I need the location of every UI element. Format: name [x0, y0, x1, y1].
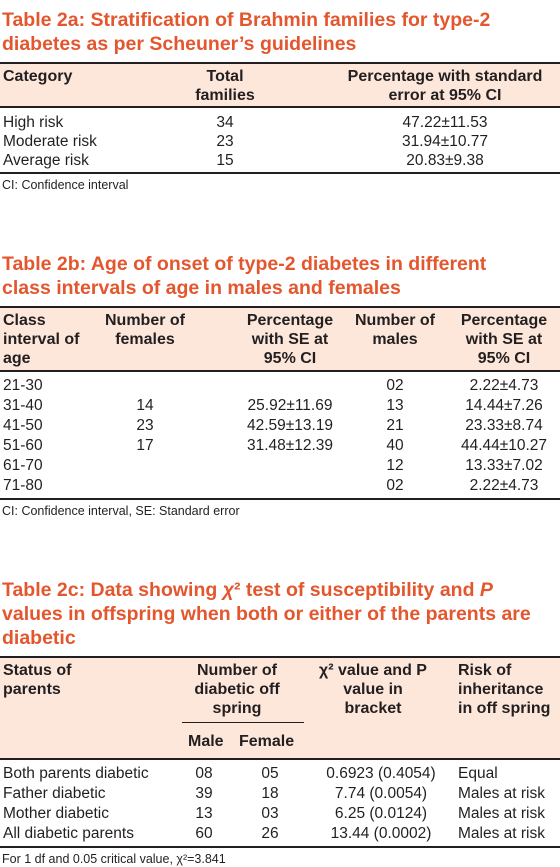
cell-class-interval: 41-50	[3, 417, 43, 434]
cell-chi-value: 13.44 (0.0002)	[330, 825, 432, 842]
header-percentage-males: Percentage with SE at 95% CI	[460, 312, 548, 367]
table-2a-footnote: CI: Confidence interval	[2, 178, 129, 192]
table-row: Father diabetic 39 18 7.74 (0.0054) Males at…	[0, 784, 560, 804]
cell-percentage-males: 2.22±4.73	[469, 477, 539, 494]
header-status: Status of parents	[3, 662, 72, 698]
table-row: 21-30 02 2.22±4.73	[0, 376, 560, 396]
cell-male: 39	[195, 785, 213, 802]
title-p: P	[479, 579, 493, 601]
cell-risk: Males at risk	[458, 825, 545, 842]
table-2b-footnote: CI: Confidence interval, SE: Standard er…	[2, 504, 240, 518]
header-male: Male	[188, 733, 224, 750]
cell-category: High risk	[3, 114, 64, 131]
cell-status: All diabetic parents	[3, 825, 134, 842]
cell-total-families: 23	[216, 133, 234, 150]
title-part-c: values in offspring when both or either …	[2, 603, 531, 649]
table-2c-footnote: For 1 df and 0.05 critical value, χ²=3.8…	[2, 852, 226, 866]
header-number-males: Number of males	[355, 312, 435, 348]
cell-status: Both parents diabetic	[3, 765, 149, 782]
table-row: All diabetic parents 60 26 13.44 (0.0002) Ma…	[0, 824, 560, 844]
cell-class-interval: 51-60	[3, 437, 43, 454]
cell-number-females: 17	[136, 437, 154, 454]
table-2a: Table 2a: Stratification of Brahmin fami…	[0, 8, 560, 193]
title-part-b: ² test of susceptibility and	[233, 579, 480, 601]
cell-percentage-males: 44.44±10.27	[460, 437, 548, 454]
header-risk: Risk of inheritance in off spring	[458, 662, 551, 717]
cell-number-females: 14	[136, 397, 154, 414]
title-part-a: Table 2c: Data showing	[2, 579, 223, 601]
table-2a-header: Category Total families Percentage with …	[0, 62, 560, 108]
cell-number-males: 02	[386, 477, 404, 494]
cell-chi-value: 6.25 (0.0124)	[334, 805, 428, 822]
cell-percentage-females: 25.92±11.69	[247, 397, 333, 414]
cell-number-males: 02	[386, 377, 404, 394]
cell-percentage: 20.83±9.38	[406, 152, 484, 169]
cell-percentage: 31.94±10.77	[401, 133, 489, 150]
header-category: Category	[3, 68, 73, 85]
cell-chi-value: 0.6923 (0.4054)	[326, 765, 436, 782]
table-row: High risk 34 47.22±11.53	[0, 113, 560, 132]
cell-percentage: 47.22±11.53	[402, 114, 488, 131]
cell-percentage-females: 42.59±13.19	[246, 417, 334, 434]
cell-class-interval: 31-40	[3, 397, 43, 414]
cell-percentage-males: 2.22±4.73	[469, 377, 539, 394]
cell-category: Average risk	[3, 152, 89, 169]
cell-female: 03	[261, 805, 279, 822]
table-row: 71-80 02 2.22±4.73	[0, 476, 560, 496]
cell-status: Mother diabetic	[3, 805, 109, 822]
header-percentage: Percentage with standard error at 95% CI	[347, 68, 543, 104]
table-2c-title: Table 2c: Data showing χ² test of suscep…	[0, 578, 560, 650]
table-2a-title: Table 2a: Stratification of Brahmin fami…	[2, 9, 491, 55]
cell-status: Father diabetic	[3, 785, 106, 802]
cell-class-interval: 71-80	[3, 477, 43, 494]
table-row: Moderate risk 23 31.94±10.77	[0, 132, 560, 151]
cell-number-females: 23	[136, 417, 154, 434]
header-female: Female	[239, 733, 295, 750]
table-row: 31-40 14 25.92±11.69 13 14.44±7.26	[0, 396, 560, 416]
table-row: 61-70 12 13.33±7.02	[0, 456, 560, 476]
cell-total-families: 34	[216, 114, 234, 131]
cell-risk: Males at risk	[458, 785, 545, 802]
table-2c-header: Status of parents Number of diabetic off…	[0, 656, 560, 760]
header-number-females: Number of females	[105, 312, 185, 348]
cell-female: 26	[261, 825, 279, 842]
cell-number-males: 21	[386, 417, 404, 434]
table-row: Both parents diabetic 08 05 0.6923 (0.4054)…	[0, 764, 560, 784]
cell-percentage-females: 31.48±12.39	[246, 437, 334, 454]
cell-risk: Equal	[458, 765, 498, 782]
table-2b: Table 2b: Age of onset of type-2 diabete…	[0, 252, 560, 519]
header-total-families: Total families	[195, 68, 255, 104]
cell-category: Moderate risk	[3, 133, 97, 150]
table-2b-title: Table 2b: Age of onset of type-2 diabete…	[2, 253, 487, 299]
cell-percentage-males: 23.33±8.74	[465, 417, 543, 434]
cell-chi-value: 7.74 (0.0054)	[334, 785, 428, 802]
table-2c: Table 2c: Data showing χ² test of suscep…	[0, 578, 560, 867]
cell-male: 08	[195, 765, 213, 782]
cell-female: 05	[261, 765, 279, 782]
cell-female: 18	[261, 785, 279, 802]
table-2b-header: Class interval of age Number of females …	[0, 306, 560, 372]
header-class-interval: Class interval of age	[3, 312, 80, 367]
table-row: 51-60 17 31.48±12.39 40 44.44±10.27	[0, 436, 560, 456]
cell-percentage-males: 13.33±7.02	[465, 457, 543, 474]
cell-percentage-males: 14.44±7.26	[465, 397, 543, 414]
header-number-diabetic: Number of diabetic off spring	[194, 662, 280, 717]
table-row: 41-50 23 42.59±13.19 21 23.33±8.74	[0, 416, 560, 436]
cell-male: 13	[195, 805, 213, 822]
cell-class-interval: 21-30	[3, 377, 43, 394]
cell-risk: Males at risk	[458, 805, 545, 822]
cell-number-males: 13	[386, 397, 404, 414]
cell-number-males: 12	[386, 457, 404, 474]
header-chi-value: χ² value and P value in bracket	[319, 662, 427, 717]
cell-male: 60	[195, 825, 213, 842]
cell-number-males: 40	[386, 437, 404, 454]
cell-class-interval: 61-70	[3, 457, 43, 474]
header-percentage-females: Percentage with SE at 95% CI	[246, 312, 334, 367]
table-row: Mother diabetic 13 03 6.25 (0.0124) Males at…	[0, 804, 560, 824]
cell-total-families: 15	[216, 152, 234, 169]
title-chi: χ	[222, 579, 234, 601]
table-row: Average risk 15 20.83±9.38	[0, 151, 560, 170]
